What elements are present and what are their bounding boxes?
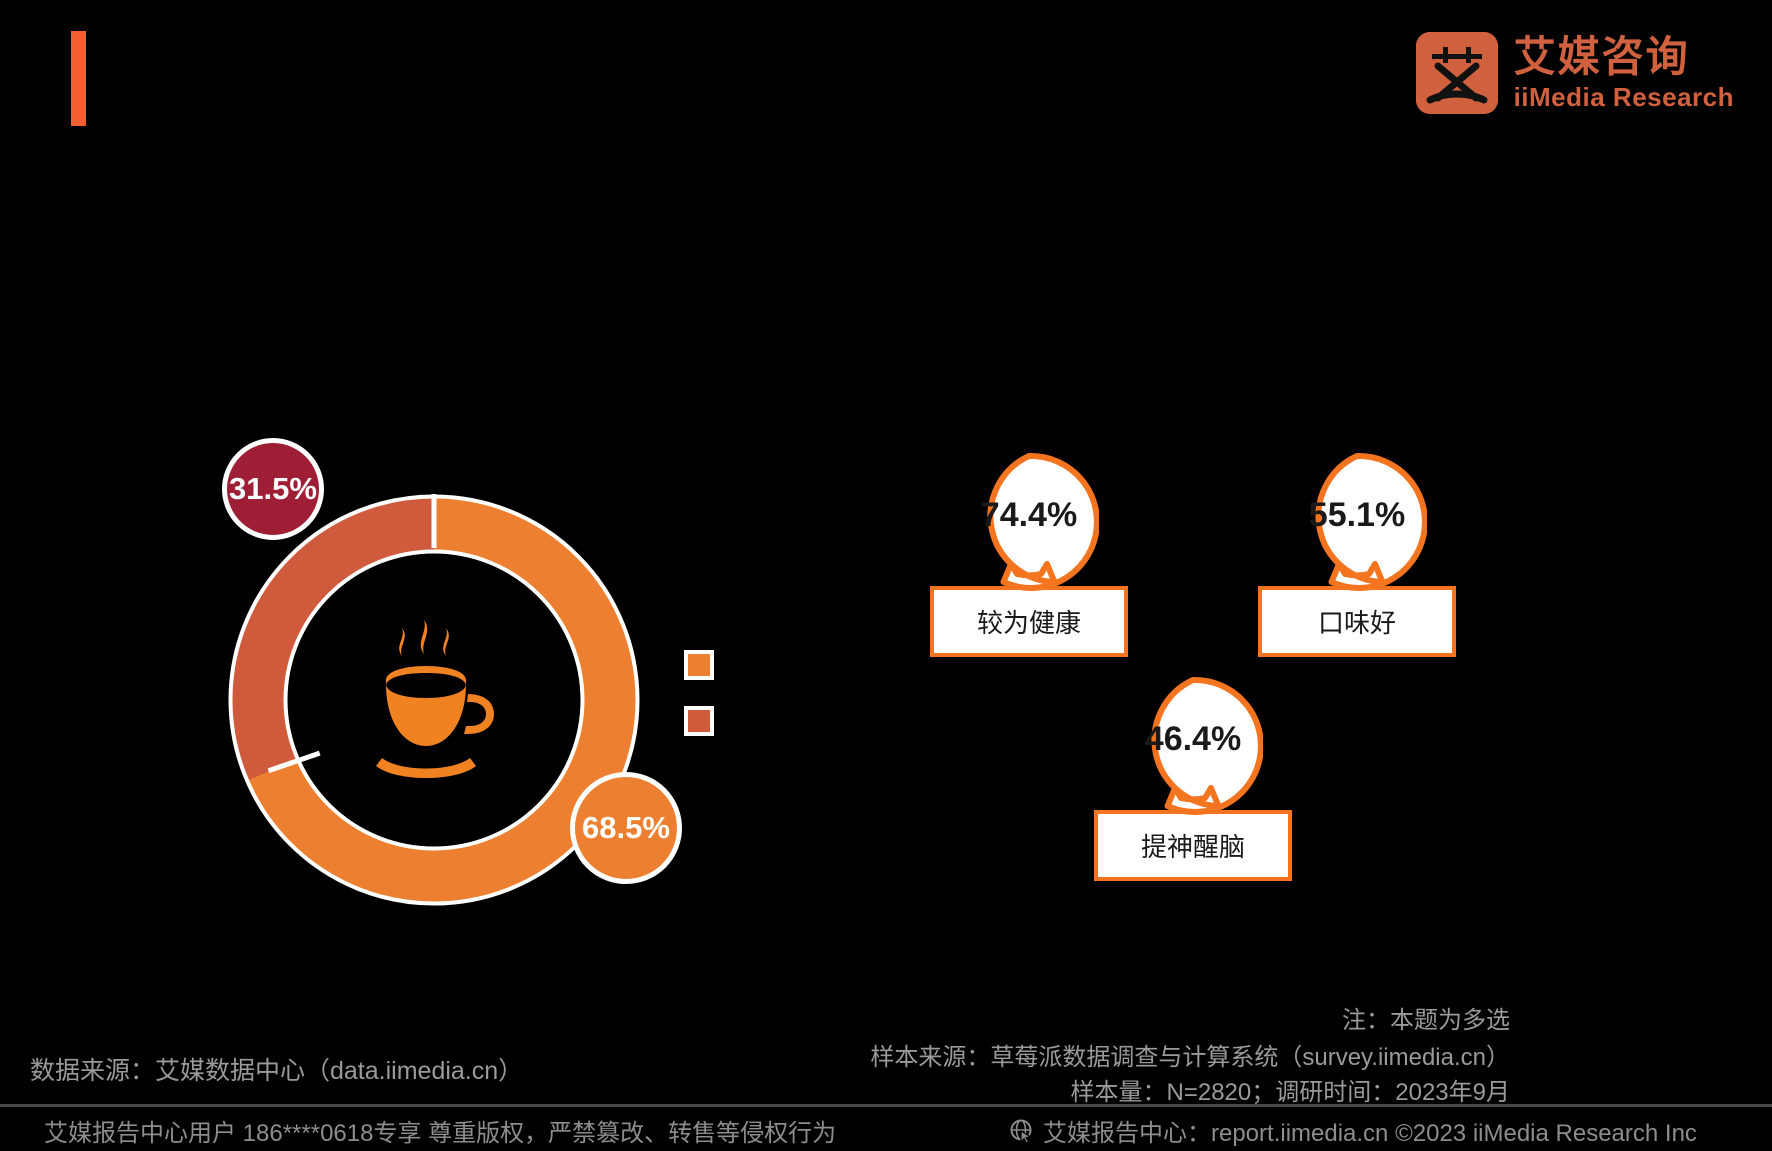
coffee-cup-icon <box>334 598 534 798</box>
brand-name-en: iiMedia Research <box>1513 82 1734 112</box>
note-multi-select: 注：本题为多选 <box>1342 1007 1510 1034</box>
legend-swatch-major <box>684 650 714 680</box>
note-data-source: 数据来源：艾媒数据中心（data.iimedia.cn） <box>30 1057 524 1085</box>
callout-group-1: 74.4% 较为健康 <box>930 452 1128 657</box>
brand-wordmark: 艾媒咨询 iiMedia Research <box>1513 33 1734 112</box>
globe-cursor-icon <box>1009 1118 1035 1144</box>
callout-bubble-2: 55.1% <box>1287 452 1427 592</box>
callout-label-1: 较为健康 <box>930 586 1128 657</box>
note-sample-source: 样本来源：草莓派数据调查与计算系统（survey.iimedia.cn） <box>870 1044 1510 1071</box>
callout-label-2: 口味好 <box>1258 586 1456 657</box>
callout-bubble-1: 74.4% <box>959 452 1099 592</box>
footer-report-text: 艾媒报告中心：report.iimedia.cn ©2023 iiMedia R… <box>1043 1120 1697 1147</box>
callout-value-1: 74.4% <box>980 495 1078 534</box>
donut-chart <box>204 470 664 930</box>
footer-divider <box>0 1104 1772 1107</box>
callout-value-3: 46.4% <box>1144 719 1242 758</box>
brand-logo: 艾媒咨询 iiMedia Research <box>1415 32 1734 114</box>
accent-bar <box>71 31 86 126</box>
iimedia-ai-logo-icon <box>1415 32 1498 114</box>
callout-label-3: 提神醒脑 <box>1094 810 1292 881</box>
badge-major-percent: 68.5% <box>570 772 682 884</box>
legend-swatch-minor <box>684 706 714 736</box>
brand-name-cn: 艾媒咨询 <box>1513 33 1690 80</box>
callout-bubble-3: 46.4% <box>1123 676 1263 816</box>
badge-minor-percent: 31.5% <box>222 438 324 540</box>
callout-value-2: 55.1% <box>1308 495 1406 534</box>
footer-watermark: 艾媒报告中心用户 186****0618专享 尊重版权，严禁篡改、转售等侵权行为 <box>44 1120 837 1147</box>
note-sample-size: 样本量：N=2820；调研时间：2023年9月 <box>1070 1079 1510 1106</box>
chart-legend <box>684 650 714 736</box>
callout-group-3: 46.4% 提神醒脑 <box>1094 676 1292 881</box>
footer-report-center: 艾媒报告中心：report.iimedia.cn ©2023 iiMedia R… <box>1009 1113 1697 1148</box>
callout-group-2: 55.1% 口味好 <box>1258 452 1456 657</box>
